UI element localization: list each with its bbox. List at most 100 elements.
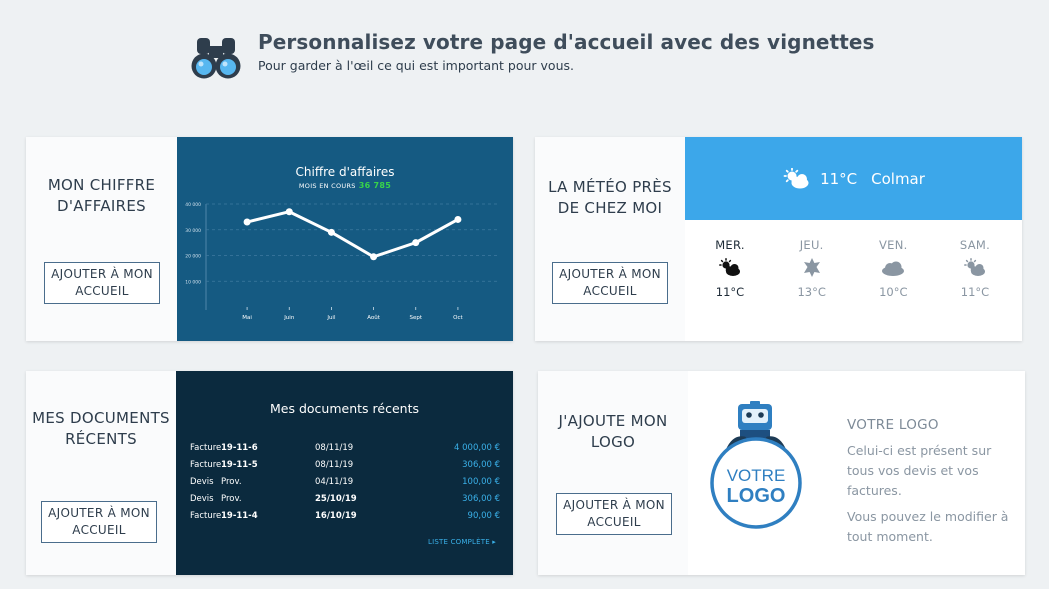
doc-date: 08/11/19 — [315, 442, 354, 453]
logo-card-side: J'AJOUTE MON LOGO AJOUTER À MON ACCUEIL — [538, 371, 688, 575]
revenue-point — [454, 215, 462, 223]
doc-amount: 4 000,00 € — [454, 442, 500, 453]
x-tick-label: Août — [367, 314, 381, 321]
forecast-days: MER. 11°C JEU. 13°C VEN. 10°C SAM. 11°C — [685, 220, 1022, 299]
doc-type: Devis — [190, 476, 214, 487]
forecast-day: SAM. 11°C — [954, 238, 996, 299]
doc-date: 04/11/19 — [315, 476, 354, 487]
forecast-day-temp: 13°C — [797, 285, 826, 299]
table-row[interactable]: Devis Prov. 04/11/19 100,00 € — [190, 473, 500, 490]
page-title: Personnalisez votre page d'accueil avec … — [258, 30, 875, 54]
logo-panel: VOTRE LOGO VOTRE LOGO Celui-ci est prése… — [688, 371, 1025, 575]
doc-number: Prov. — [221, 493, 242, 504]
revenue-line-chart: 10 000 20 000 30 000 40 000 Mai Juin Juil Août S… — [185, 202, 499, 321]
documents-panel: Mes documents récents Facture 19-11-6 08… — [176, 371, 513, 575]
forecast-day-name: JEU. — [799, 238, 824, 252]
table-row[interactable]: Facture 19-11-6 08/11/19 4 000,00 € — [190, 439, 500, 456]
table-row[interactable]: Facture 19-11-5 08/11/19 306,00 € — [190, 456, 500, 473]
y-tick-label: 10 000 — [185, 279, 201, 285]
doc-date: 16/10/19 — [315, 510, 357, 521]
logo-card: J'AJOUTE MON LOGO AJOUTER À MON ACCUEIL … — [538, 371, 1025, 575]
doc-number: 19-11-6 — [221, 442, 258, 453]
add-logo-button[interactable]: AJOUTER À MON ACCUEIL — [556, 493, 672, 535]
current-month-value: 36 785 — [358, 181, 392, 190]
doc-number: 19-11-4 — [221, 510, 258, 521]
forecast-day-name: VEN. — [879, 238, 908, 252]
page-header: Personnalisez votre page d'accueil avec … — [191, 30, 875, 82]
table-row[interactable]: Devis Prov. 25/10/19 306,00 € — [190, 490, 500, 507]
binoculars-icon — [191, 38, 241, 79]
logo-heading: VOTRE LOGO — [847, 417, 939, 433]
cloud-icon — [882, 261, 905, 276]
revenue-card-side: MON CHIFFRE D'AFFAIRES AJOUTER À MON ACC… — [26, 137, 177, 341]
doc-date: 08/11/19 — [315, 459, 354, 470]
doc-type: Devis — [190, 493, 214, 504]
forecast-day-name: MER. — [715, 238, 745, 252]
current-weather: 11°C Colmar — [685, 137, 1022, 220]
full-list-link[interactable]: LISTE COMPLÈTE ▸ — [428, 538, 496, 546]
weather-card-side: LA MÉTÉO PRÈS DE CHEZ MOI AJOUTER À MON … — [535, 137, 685, 341]
add-documents-button[interactable]: AJOUTER À MON ACCUEIL — [41, 501, 157, 543]
cloud-sun-icon — [783, 167, 809, 188]
forecast-day-temp: 11°C — [960, 285, 990, 299]
doc-type: Facture — [190, 442, 222, 453]
doc-amount: 100,00 € — [462, 476, 500, 487]
y-tick-label: 20 000 — [185, 254, 201, 260]
revenue-series-line — [246, 210, 459, 259]
doc-type: Facture — [190, 459, 222, 470]
doc-number: 19-11-5 — [221, 459, 258, 470]
chart-subtitle-label: MOIS EN COURS — [298, 182, 356, 190]
revenue-card-title: MON CHIFFRE D'AFFAIRES — [47, 176, 156, 215]
revenue-point — [285, 208, 293, 216]
revenue-point — [412, 239, 420, 247]
chart-subtitle: MOIS EN COURS 36 785 — [177, 181, 513, 190]
documents-table: Facture 19-11-6 08/11/19 4 000,00 € Fact… — [190, 439, 500, 524]
cloud-sun-icon — [719, 258, 740, 276]
x-tick-label: Mai — [242, 315, 252, 321]
add-weather-button[interactable]: AJOUTER À MON ACCUEIL — [552, 262, 668, 304]
logo-description-2: Vous pouvez le modifier à tout moment. — [847, 509, 1009, 544]
y-tick-label: 30 000 — [185, 228, 201, 234]
documents-card-side: MES DOCUMENTS RÉCENTS AJOUTER À MON ACCU… — [26, 371, 176, 575]
revenue-point — [370, 253, 378, 261]
y-tick-label: 40 000 — [185, 202, 201, 208]
weather-panel: 11°C Colmar MER. 11°C JEU. 13°C VEN. 10°… — [685, 137, 1022, 341]
forecast-day: VEN. 10°C — [872, 238, 914, 299]
doc-number: Prov. — [221, 476, 242, 487]
chart-title: Chiffre d'affaires — [295, 165, 395, 179]
x-tick-label: Juil — [326, 315, 336, 321]
sun-icon — [803, 258, 820, 277]
city-name: Colmar — [871, 169, 925, 188]
doc-amount: 90,00 € — [467, 510, 500, 521]
forecast-day-temp: 10°C — [879, 285, 908, 299]
logo-description: Celui-ci est présent sur tous vos devis … — [847, 443, 992, 498]
badge-line2: LOGO — [727, 485, 786, 507]
doc-amount: 306,00 € — [462, 459, 500, 470]
robot-logo-icon: VOTRE LOGO — [710, 401, 802, 529]
forecast-day: JEU. 13°C — [791, 238, 833, 299]
logo-card-title: J'AJOUTE MON LOGO — [558, 412, 668, 451]
revenue-point — [243, 218, 251, 226]
forecast-day: MER. 11°C — [709, 238, 751, 299]
revenue-point — [327, 228, 335, 236]
page-subtitle: Pour garder à l'œil ce qui est important… — [258, 58, 574, 73]
doc-amount: 306,00 € — [462, 493, 500, 504]
cloud-sun-icon — [964, 258, 985, 276]
current-temperature: 11°C — [820, 169, 858, 188]
forecast-day-name: SAM. — [959, 238, 991, 252]
add-revenue-button[interactable]: AJOUTER À MON ACCUEIL — [44, 262, 160, 304]
forecast-day-temp: 11°C — [715, 285, 745, 299]
x-tick-label: Sept — [409, 315, 422, 321]
doc-date: 25/10/19 — [315, 493, 357, 504]
documents-card-title: MES DOCUMENTS RÉCENTS — [32, 409, 170, 448]
doc-type: Facture — [190, 510, 222, 521]
table-row[interactable]: Facture 19-11-4 16/10/19 90,00 € — [190, 507, 500, 524]
documents-panel-title: Mes documents récents — [270, 401, 419, 416]
x-tick-label: Juin — [283, 315, 295, 321]
weather-card: LA MÉTÉO PRÈS DE CHEZ MOI AJOUTER À MON … — [535, 137, 1022, 341]
revenue-card: MON CHIFFRE D'AFFAIRES AJOUTER À MON ACC… — [26, 137, 513, 341]
x-tick-label: Oct — [453, 315, 463, 321]
badge-line1: VOTRE — [727, 466, 786, 485]
weather-card-title: LA MÉTÉO PRÈS DE CHEZ MOI — [548, 178, 672, 217]
revenue-chart-panel: Chiffre d'affaires MOIS EN COURS 36 785 1… — [177, 137, 513, 341]
